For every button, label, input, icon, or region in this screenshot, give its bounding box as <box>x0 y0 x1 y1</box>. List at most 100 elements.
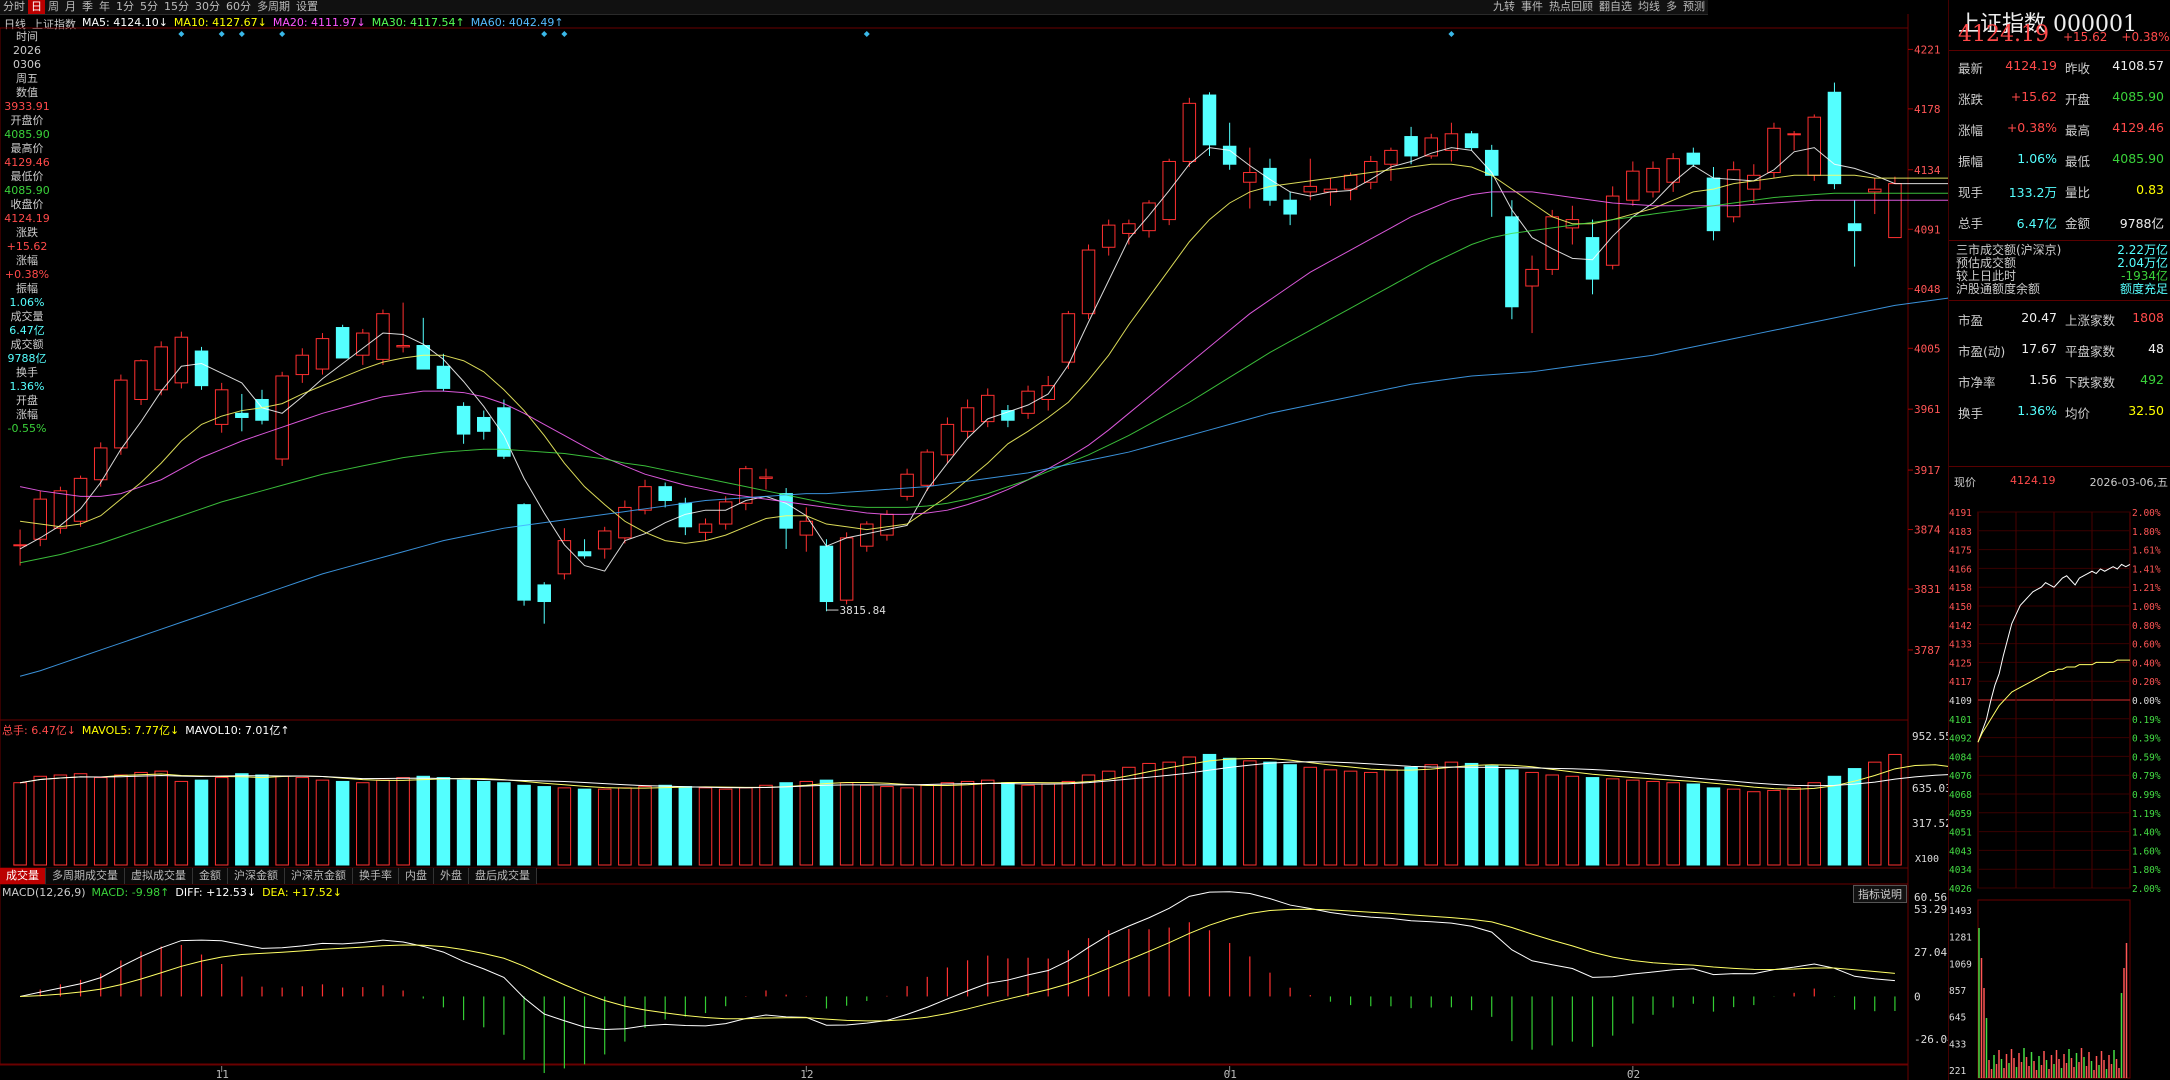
volume-bar <box>1706 787 1721 866</box>
toolbar-item-10[interactable]: 60分 <box>226 0 251 13</box>
macd-tick-label: 60.56 <box>1914 891 1947 904</box>
quote-cell: 下跌家数 492 <box>2061 372 2168 391</box>
quote-value: 17.67 <box>2021 341 2057 356</box>
volume-tab[interactable]: 沪深金额 <box>228 868 285 884</box>
toolbar-item-5[interactable]: 年 <box>99 0 110 13</box>
candle-body <box>1868 188 1882 193</box>
market-row: 三市成交额(沪深京) 2.22万亿 <box>1956 244 2168 257</box>
intraday-pct-tick: 2.00% <box>2132 884 2161 895</box>
quote-cell: 市盈(动) 17.67 <box>1954 341 2061 360</box>
candle-body <box>1424 137 1438 157</box>
volume-tab[interactable]: 沪深京金额 <box>285 868 353 884</box>
candle-body <box>618 506 632 539</box>
volume-tab[interactable]: 金额 <box>193 868 228 884</box>
intraday-vol-bars <box>1978 928 2128 1078</box>
candle-body <box>980 394 995 423</box>
candle-body <box>376 313 390 360</box>
volume-bar <box>1162 761 1176 866</box>
info-cell: 成交额 <box>10 338 44 351</box>
volume-bar <box>295 777 310 866</box>
intraday-vol-tick: 433 <box>1949 1039 1966 1050</box>
market-value: 2.22万亿 <box>2117 243 2168 257</box>
event-marker <box>863 31 870 37</box>
volume-tab[interactable]: 成交量 <box>0 868 46 884</box>
candle-body <box>315 338 330 370</box>
toolbar-item-3[interactable]: 月 <box>65 0 76 13</box>
volume-tab[interactable]: 多周期成交量 <box>46 868 125 884</box>
month-label: 11 <box>216 1068 229 1080</box>
volume-bars <box>13 753 1902 866</box>
price-row: 4124.19 +15.62 +0.38% <box>1958 22 2170 47</box>
month-label: 02 <box>1627 1068 1640 1080</box>
quote-value: 32.50 <box>2128 403 2164 418</box>
volume-bar <box>779 782 793 866</box>
volume-bar <box>658 784 672 866</box>
volume-bar <box>1404 766 1418 866</box>
tool-item-5[interactable]: 多 <box>1666 0 1677 13</box>
candle-body <box>416 345 431 370</box>
toolbar-item-9[interactable]: 30分 <box>195 0 220 13</box>
tool-item-2[interactable]: 热点回顾 <box>1549 0 1593 13</box>
volume-bar <box>960 780 975 866</box>
volume-bar <box>416 775 431 866</box>
info-cell: +0.38% <box>4 268 50 281</box>
candle-body <box>1021 390 1035 414</box>
volume-tab[interactable]: 内盘 <box>399 868 434 884</box>
volume-bar <box>275 775 289 866</box>
volume-bar <box>1605 778 1620 866</box>
candle-body <box>1545 216 1559 270</box>
volume-tab[interactable]: 外盘 <box>434 868 469 884</box>
intraday-price-tick: 4026 <box>1949 884 1972 895</box>
volume-tab[interactable]: 换手率 <box>353 868 399 884</box>
quote-key: 涨跌 <box>1958 92 1984 107</box>
toolbar-item-0[interactable]: 分时 <box>3 0 25 13</box>
macd-legend-item: DEA: +17.52↓ <box>262 886 342 899</box>
tool-item-6[interactable]: 预测 <box>1683 0 1705 13</box>
intraday-price-tick: 4109 <box>1949 696 1972 707</box>
price-tick-label: 3831 <box>1914 583 1941 596</box>
toolbar-item-8[interactable]: 15分 <box>164 0 189 13</box>
tool-item-3[interactable]: 翻自选 <box>1599 0 1632 13</box>
candle-body <box>1525 268 1539 287</box>
intraday-price-tick: 4068 <box>1949 790 1972 801</box>
volume-bar <box>698 787 713 866</box>
quote-value: +0.38% <box>2006 120 2057 135</box>
price-change: +15.62 <box>2062 30 2108 44</box>
toolbar-item-4[interactable]: 季 <box>82 0 93 13</box>
tool-item-0[interactable]: 九转 <box>1493 0 1515 13</box>
info-cell: 时间 <box>16 30 38 43</box>
toolbar-item-2[interactable]: 周 <box>48 0 59 13</box>
quote-value: 4108.57 <box>2112 58 2164 73</box>
quote-row: 最新 4124.19 昨收 4108.57 <box>1954 52 2168 83</box>
toolbar-item-1[interactable]: 日 <box>28 0 45 14</box>
indicator-help-button[interactable]: 指标说明 <box>1853 885 1907 903</box>
volume-tick-label: 635.03万 <box>1912 782 1948 795</box>
volume-bar <box>1343 770 1358 866</box>
macd-legend-item: MACD(12,26,9) <box>2 886 86 899</box>
intraday-chart[interactable]: 4191 2.00% 4183 1.80% 4175 1.61% 4166 1.41% 4158… <box>1948 500 2170 1080</box>
volume-tab[interactable]: 盘后成交量 <box>469 868 537 884</box>
toolbar-item-11[interactable]: 多周期 <box>257 0 290 13</box>
info-cell: 涨幅 <box>16 254 38 267</box>
volume-tab[interactable]: 虚拟成交量 <box>125 868 193 884</box>
volume-bar <box>1505 769 1519 866</box>
quote-key: 市净率 <box>1958 375 1996 390</box>
volume-bar <box>1061 780 1076 866</box>
volume-bar <box>1243 760 1257 866</box>
tool-item-4[interactable]: 均线 <box>1638 0 1660 13</box>
ma60-line <box>19 297 1948 677</box>
candle-body <box>73 477 88 522</box>
panel-divider <box>1949 240 2170 241</box>
volume-bar <box>860 784 874 866</box>
toolbar-item-7[interactable]: 5分 <box>140 0 158 13</box>
macd-legend-item: DIFF: +12.53↓ <box>175 886 257 899</box>
volume-bar <box>1101 770 1116 866</box>
quote-cell: 最新 4124.19 <box>1954 58 2061 77</box>
toolbar-item-6[interactable]: 1分 <box>116 0 134 13</box>
toolbar-item-12[interactable]: 设置 <box>296 0 318 13</box>
kline-chart[interactable]: 4221 4178 4134 4091 4048 4005 3961 3917 3874 3831… <box>0 0 1948 1080</box>
candle-body <box>1142 202 1156 232</box>
candle-body <box>1283 199 1297 215</box>
volume-tabs: 成交量 多周期成交量 虚拟成交量 金额 沪深金额 沪深京金额 换手率 内盘 外盘 盘后成交量 <box>0 868 537 884</box>
tool-item-1[interactable]: 事件 <box>1521 0 1543 13</box>
